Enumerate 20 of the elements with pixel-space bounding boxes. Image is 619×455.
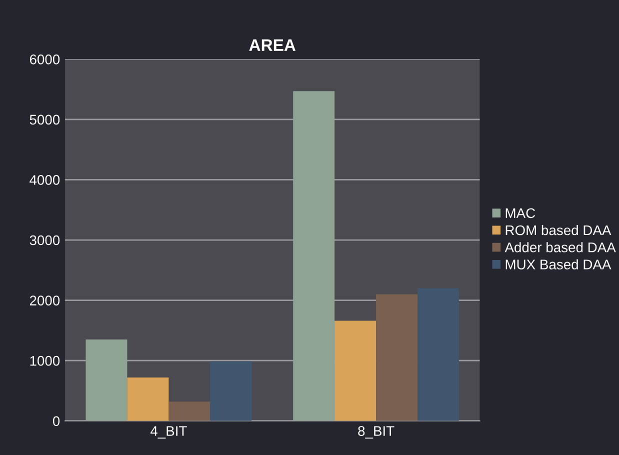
x-tick-label: 4_BIT (150, 426, 187, 439)
bar (334, 320, 376, 421)
bar (376, 294, 418, 421)
legend-label: ROM based DAA (506, 224, 612, 236)
y-tick-label: 2000 (30, 296, 60, 306)
y-tick-label: 3000 (30, 235, 60, 246)
x-tick-label: 8_BIT (358, 426, 394, 439)
y-tick-label: 0 (52, 416, 60, 426)
legend-label: Adder based DAA (504, 242, 616, 252)
legend-label: MAC (506, 208, 536, 218)
y-tick-label: 4000 (30, 175, 60, 185)
legend-label: MUX Based DAA (506, 259, 612, 270)
y-tick-label: 6000 (30, 54, 60, 64)
bar (418, 288, 459, 421)
bar (127, 377, 169, 421)
bar (168, 402, 210, 421)
bar (210, 361, 252, 421)
y-tick-label: 1000 (30, 356, 60, 366)
chart-title: AREA (249, 39, 296, 51)
y-tick-label: 5000 (30, 114, 60, 125)
